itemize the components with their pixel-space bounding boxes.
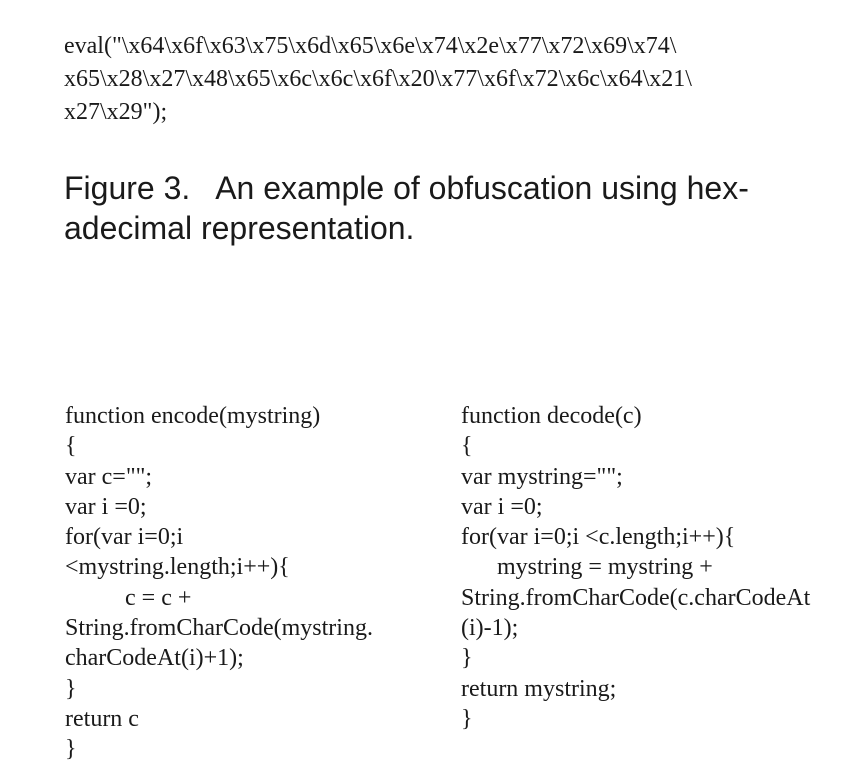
code-line: function decode(c) (461, 403, 642, 429)
code-line: for(var i=0;i <c.length;i++){ (461, 524, 736, 551)
code-line: for(var i=0;i (65, 524, 184, 551)
code-line: return c (65, 705, 139, 732)
eval-code-line: eval("\x64\x6f\x63\x75\x6d\x65\x6e\x74\x… (64, 33, 677, 59)
figure-caption: Figure 3. An example of obfuscation usin… (64, 168, 834, 248)
code-line: var mystring=""; (461, 463, 623, 490)
code-line: } (461, 645, 473, 672)
code-line: return mystring; (461, 675, 617, 702)
code-line: function encode(mystring) (65, 403, 321, 429)
code-line: } (65, 675, 77, 702)
code-line: } (461, 705, 473, 732)
code-line: var i =0; (461, 493, 543, 520)
code-line: } (65, 736, 77, 763)
code-line: (i)-1); (461, 615, 519, 642)
code-line: var c=""; (65, 463, 153, 490)
code-line: { (65, 433, 77, 460)
eval-code-line: x27\x29"); (64, 99, 168, 125)
code-line: var i =0; (65, 493, 147, 520)
code-line: c = c + (65, 584, 192, 611)
caption-line: Figure 3. An example of obfuscation usin… (64, 170, 749, 206)
code-line: <mystring.length;i++){ (65, 554, 290, 581)
code-line: String.fromCharCode(c.charCodeAt (461, 584, 811, 611)
code-line: mystring = mystring + (461, 554, 713, 581)
encode-function-code: function encode(mystring) { var c=""; va… (65, 401, 445, 765)
eval-code-line: x65\x28\x27\x48\x65\x6c\x6c\x6f\x20\x77\… (64, 66, 692, 92)
code-line: String.fromCharCode(mystring. (65, 615, 373, 642)
eval-code-snippet: eval("\x64\x6f\x63\x75\x6d\x65\x6e\x74\x… (64, 30, 834, 129)
code-line: { (461, 433, 473, 460)
caption-line: adecimal representation. (64, 210, 415, 246)
decode-function-code: function decode(c) { var mystring=""; va… (461, 401, 841, 734)
code-line: charCodeAt(i)+1); (65, 645, 244, 672)
